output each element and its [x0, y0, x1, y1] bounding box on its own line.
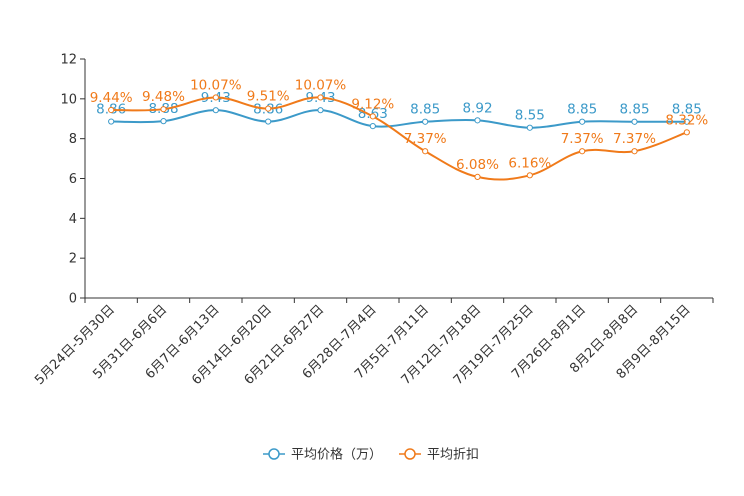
data-point[interactable] [526, 124, 533, 131]
data-label: 7.37% [404, 131, 447, 147]
data-label: 9.12% [351, 96, 394, 112]
data-label: 8.85 [410, 102, 440, 118]
data-label: 8.85 [619, 102, 649, 118]
data-point[interactable] [265, 105, 272, 112]
data-point[interactable] [474, 173, 481, 181]
legend-item-1[interactable]: 平均折扣 [399, 448, 479, 463]
data-point[interactable] [474, 117, 481, 124]
y-tick-label: 8 [69, 132, 77, 147]
legend-label: 平均折扣 [427, 448, 479, 463]
data-point[interactable] [212, 94, 219, 101]
data-label: 9.44% [90, 90, 133, 106]
y-tick-label: 12 [60, 53, 77, 68]
legend-item-0[interactable]: 平均价格（万） [263, 447, 382, 463]
data-point[interactable] [683, 129, 690, 136]
series-line [111, 96, 688, 181]
y-tick-label: 0 [69, 292, 77, 307]
data-label: 8.55 [515, 108, 545, 124]
series-layer: 8.868.889.438.869.438.638.858.928.558.85… [90, 77, 708, 181]
data-point[interactable] [631, 118, 638, 125]
data-label: 9.48% [142, 89, 185, 105]
data-point[interactable] [579, 118, 586, 125]
series-0: 8.868.889.438.869.438.638.858.928.558.85… [96, 90, 702, 131]
data-label: 8.32% [665, 112, 708, 128]
series-1: 9.44% 9.48%10.07%9.51%10.07%9.12%7.37%6.0… [90, 77, 708, 181]
data-point[interactable] [422, 148, 429, 155]
legend-label: 平均价格（万） [291, 447, 382, 463]
data-point[interactable] [160, 118, 167, 125]
y-tick-label: 10 [60, 92, 77, 107]
data-label: 8.85 [672, 102, 702, 118]
data-point[interactable] [579, 148, 586, 155]
data-point[interactable] [265, 118, 272, 125]
data-label: 7.37% [613, 131, 656, 147]
data-label: 8.92 [462, 100, 492, 116]
legend-marker-icon [404, 448, 416, 460]
data-label: 6.16% [508, 155, 551, 171]
data-point[interactable] [108, 118, 115, 125]
data-label: 10.07% [295, 77, 347, 93]
data-label: 9.51% [247, 89, 290, 105]
y-tick-label: 4 [69, 212, 77, 227]
data-point[interactable] [108, 106, 115, 114]
data-label: 7.37% [561, 131, 604, 147]
data-point[interactable] [160, 106, 167, 113]
data-point[interactable] [317, 94, 324, 101]
data-point[interactable] [212, 107, 219, 114]
data-point[interactable] [683, 118, 690, 125]
y-tick-label: 2 [69, 252, 77, 267]
data-point[interactable] [631, 148, 638, 155]
series-line [111, 109, 687, 129]
data-point[interactable] [317, 107, 324, 114]
data-label: 6.08% [456, 157, 499, 173]
data-label: 8.85 [567, 102, 597, 118]
y-tick-label: 6 [69, 172, 77, 187]
data-label: 10.07% [190, 77, 242, 93]
data-point[interactable] [369, 123, 376, 130]
data-point[interactable] [369, 113, 376, 120]
data-point[interactable] [422, 118, 429, 125]
data-point[interactable] [526, 172, 533, 179]
legend[interactable]: 平均价格（万） 平均折扣 [263, 447, 479, 463]
legend-marker-icon [268, 448, 280, 460]
